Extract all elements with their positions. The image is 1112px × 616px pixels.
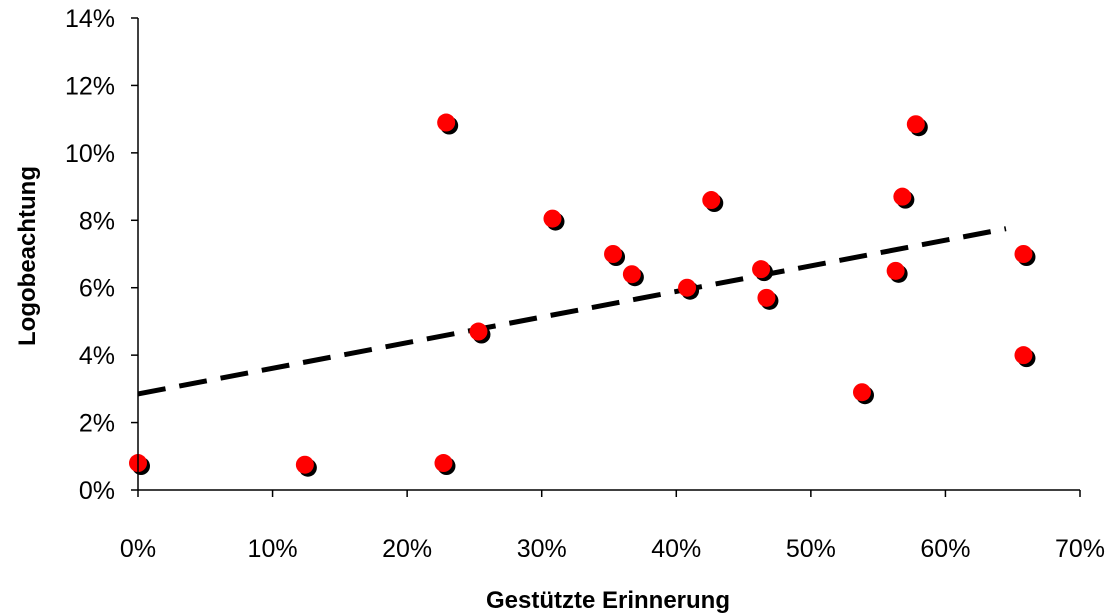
data-point [129, 454, 150, 476]
x-tick-label: 60% [920, 535, 970, 563]
y-tick-label: 2% [79, 410, 115, 438]
data-point [434, 454, 456, 476]
data-point [469, 322, 491, 344]
data-point [622, 265, 644, 287]
data-point [543, 209, 565, 231]
x-tick-label: 30% [517, 535, 567, 563]
data-point [906, 115, 928, 137]
trendline-layer [137, 226, 1007, 397]
x-tick-label: 20% [382, 535, 432, 563]
data-point [1014, 346, 1036, 368]
y-tick-label: 0% [79, 477, 115, 505]
y-tick-label: 6% [79, 275, 115, 303]
tick-labels-layer: 0% 2% 4% 6% 8% 10% 12% 14% 0% 10% 20% 30% 40% 50% 60% 7… [65, 5, 1105, 563]
axes-layer [131, 17, 1081, 497]
data-point [678, 278, 700, 300]
data-point [752, 260, 774, 282]
x-tick-label: 70% [1055, 535, 1105, 563]
x-tick-label: 40% [651, 535, 701, 563]
trendline [137, 226, 1007, 397]
data-point [1014, 245, 1036, 266]
x-tick-label: 50% [786, 535, 836, 563]
data-point [437, 113, 459, 135]
data-point [702, 191, 724, 213]
x-tick-label: 0% [120, 535, 156, 563]
x-tick-label: 10% [248, 535, 298, 563]
data-point [604, 245, 626, 266]
y-tick-label: 10% [65, 140, 115, 168]
data-point [295, 455, 317, 477]
data-point [757, 288, 779, 310]
y-tick-label: 12% [65, 72, 115, 100]
y-axis-title: Logobeachtung [14, 166, 41, 346]
y-tick-label: 4% [79, 342, 115, 370]
data-point [852, 383, 874, 405]
points-layer [129, 113, 1036, 477]
data-point [886, 261, 908, 283]
y-tick-label: 14% [65, 5, 115, 33]
x-axis-title: Gestützte Erinnerung [486, 587, 730, 614]
y-tick-label: 8% [79, 207, 115, 235]
data-point [893, 187, 915, 209]
